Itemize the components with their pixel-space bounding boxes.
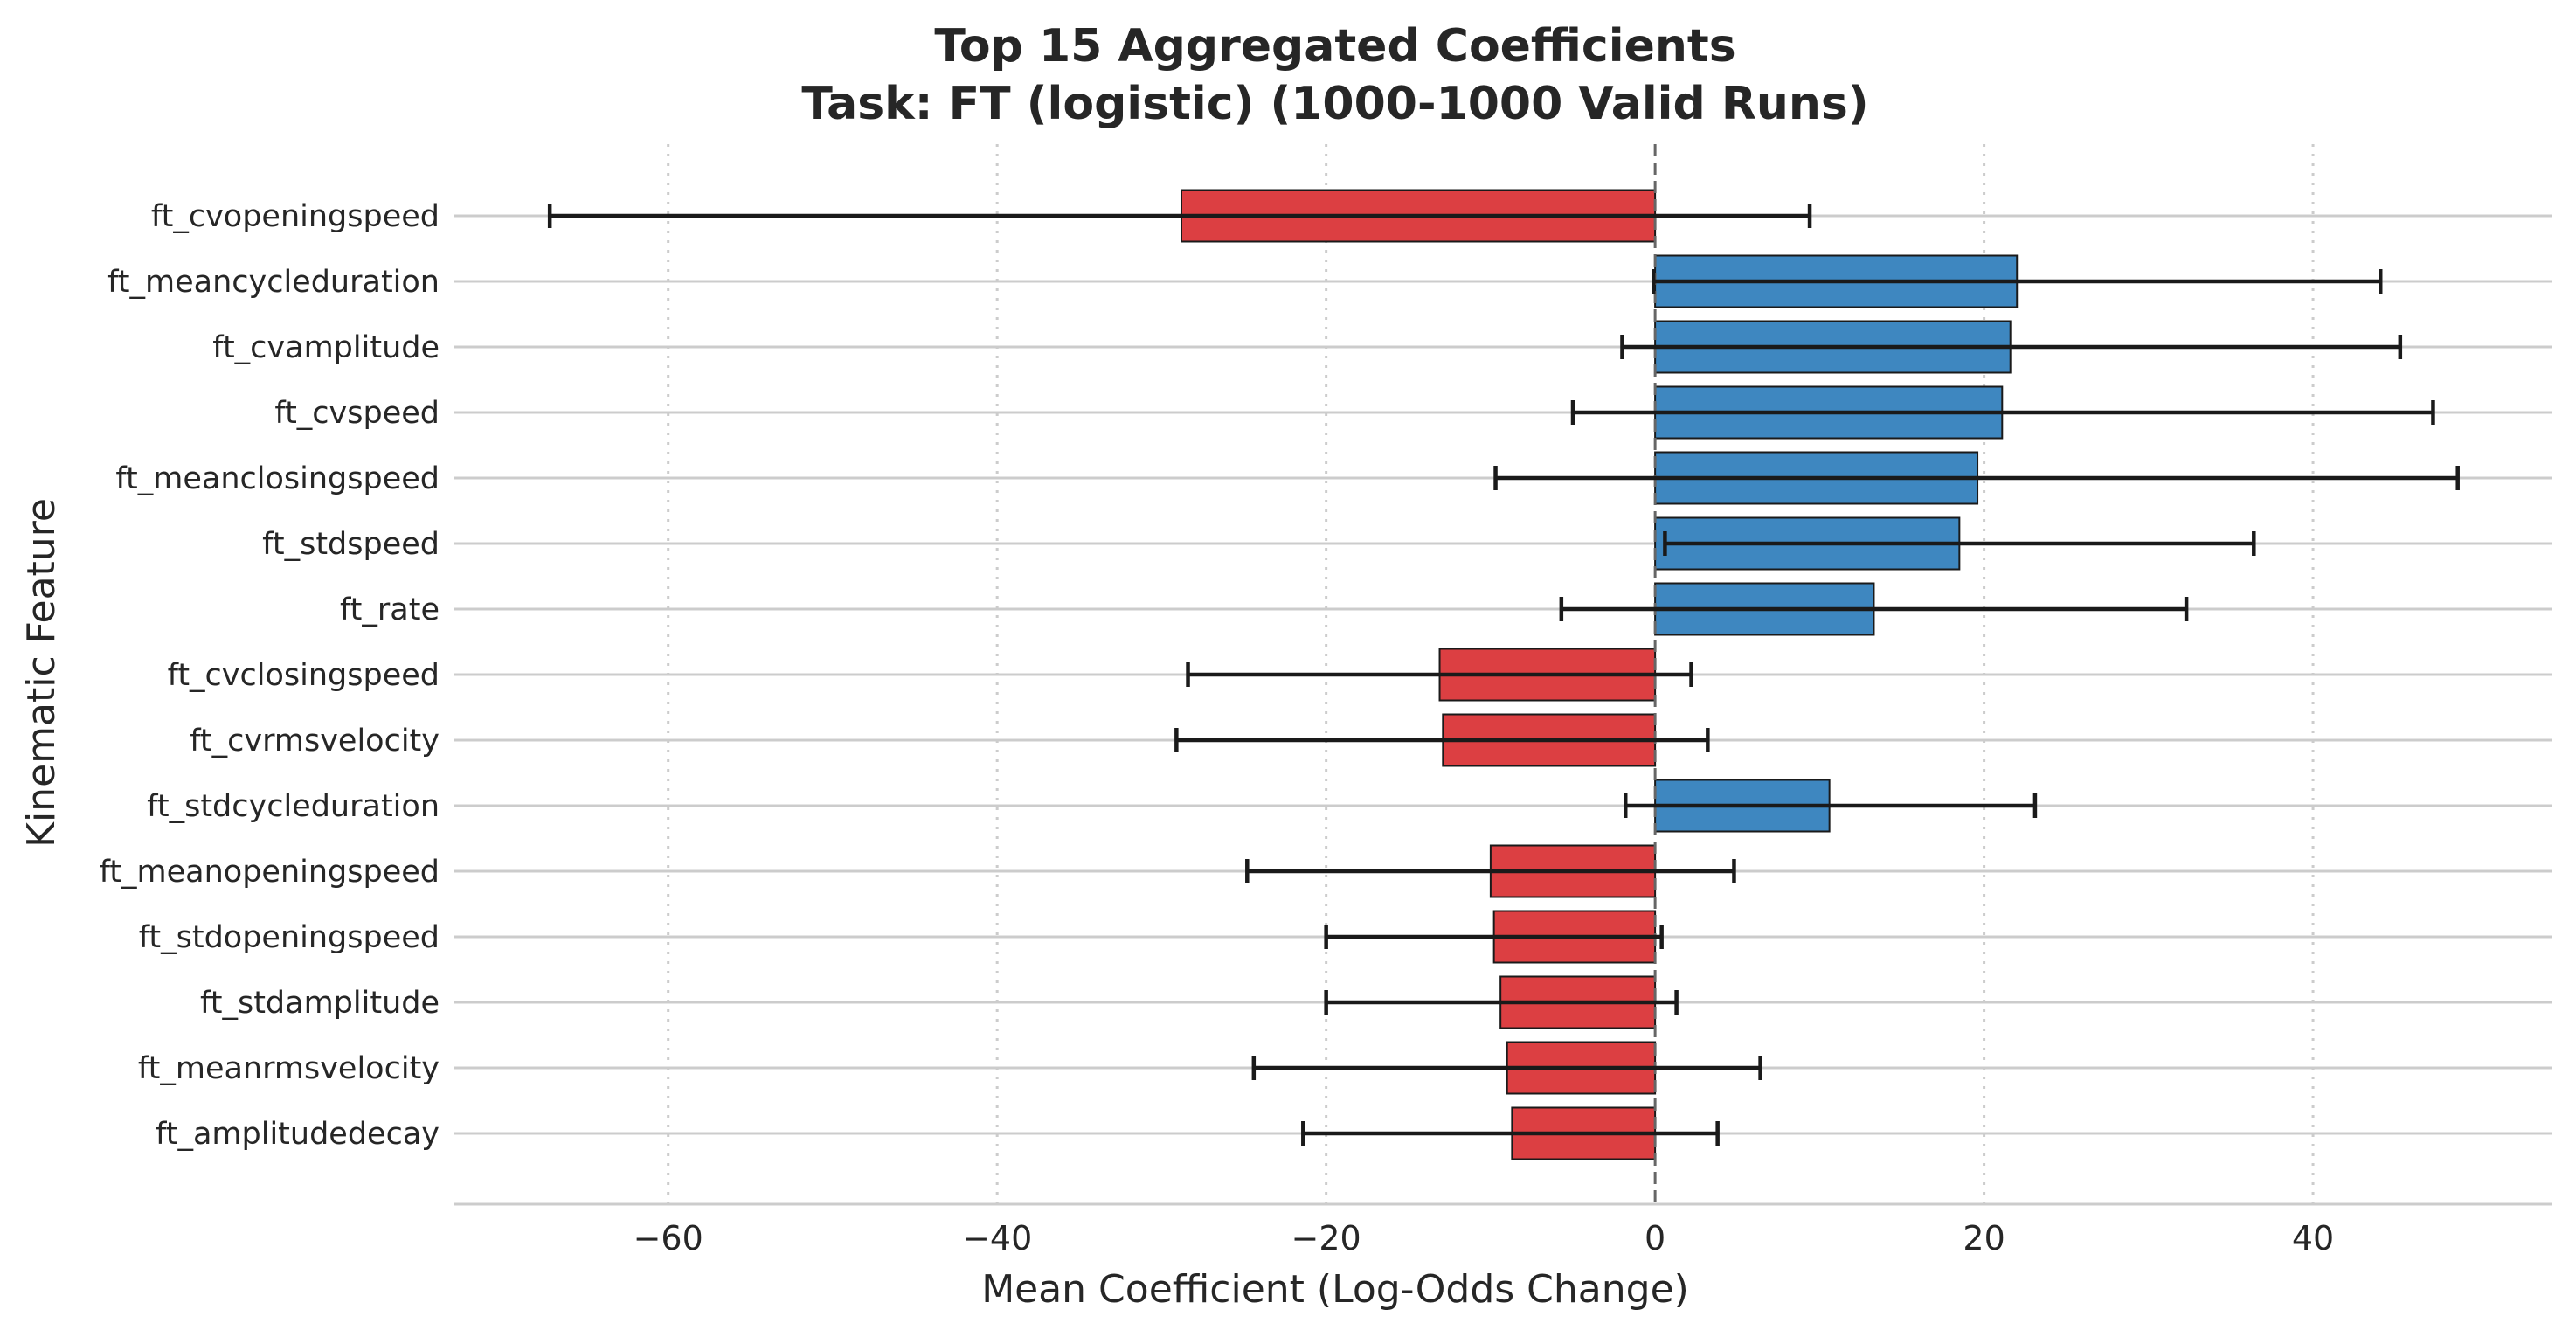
feature-label: ft_rate	[340, 592, 440, 627]
feature-label: ft_cvopeningspeed	[151, 199, 440, 234]
feature-label: ft_stdspeed	[262, 527, 440, 562]
feature-label: ft_meancycleduration	[107, 265, 440, 300]
x-tick-label: 40	[2292, 1219, 2334, 1257]
errorbar-layer	[547, 144, 2460, 1204]
feature-label: ft_cvrmsvelocity	[190, 724, 440, 759]
feature-label: ft_meanrmsvelocity	[138, 1051, 440, 1086]
feature-label: ft_amplitudedecay	[156, 1117, 440, 1152]
x-tick-label: 20	[1963, 1219, 2005, 1257]
feature-label: ft_meanopeningspeed	[100, 855, 440, 890]
x-axis-title: Mean Coefficient (Log-Odds Change)	[981, 1267, 1689, 1312]
x-tick-label: 0	[1645, 1219, 1665, 1257]
feature-label: ft_cvspeed	[274, 396, 440, 431]
x-tick-label: −60	[634, 1219, 703, 1257]
feature-label: ft_cvclosingspeed	[168, 658, 440, 693]
x-tick-label: −40	[962, 1219, 1032, 1257]
feature-label: ft_stdopeningspeed	[139, 920, 440, 955]
chart-title-line1: Top 15 Aggregated Coefficients	[934, 20, 1735, 73]
feature-label: ft_stdcycleduration	[147, 789, 440, 824]
x-tick-label: −20	[1291, 1219, 1361, 1257]
y-axis-title: Kinematic Feature	[19, 498, 64, 848]
chart-title-line2: Task: FT (logistic) (1000-1000 Valid Run…	[801, 78, 1868, 130]
feature-label: ft_cvamplitude	[212, 330, 440, 365]
x-tick-labels: −60 −40 −20 0 20 40	[634, 1219, 2335, 1257]
feature-label: ft_meanclosingspeed	[115, 461, 440, 496]
feature-label: ft_stdamplitude	[200, 986, 440, 1021]
feature-labels: ft_cvopeningspeed ft_meancycleduration ft_…	[100, 199, 440, 1152]
